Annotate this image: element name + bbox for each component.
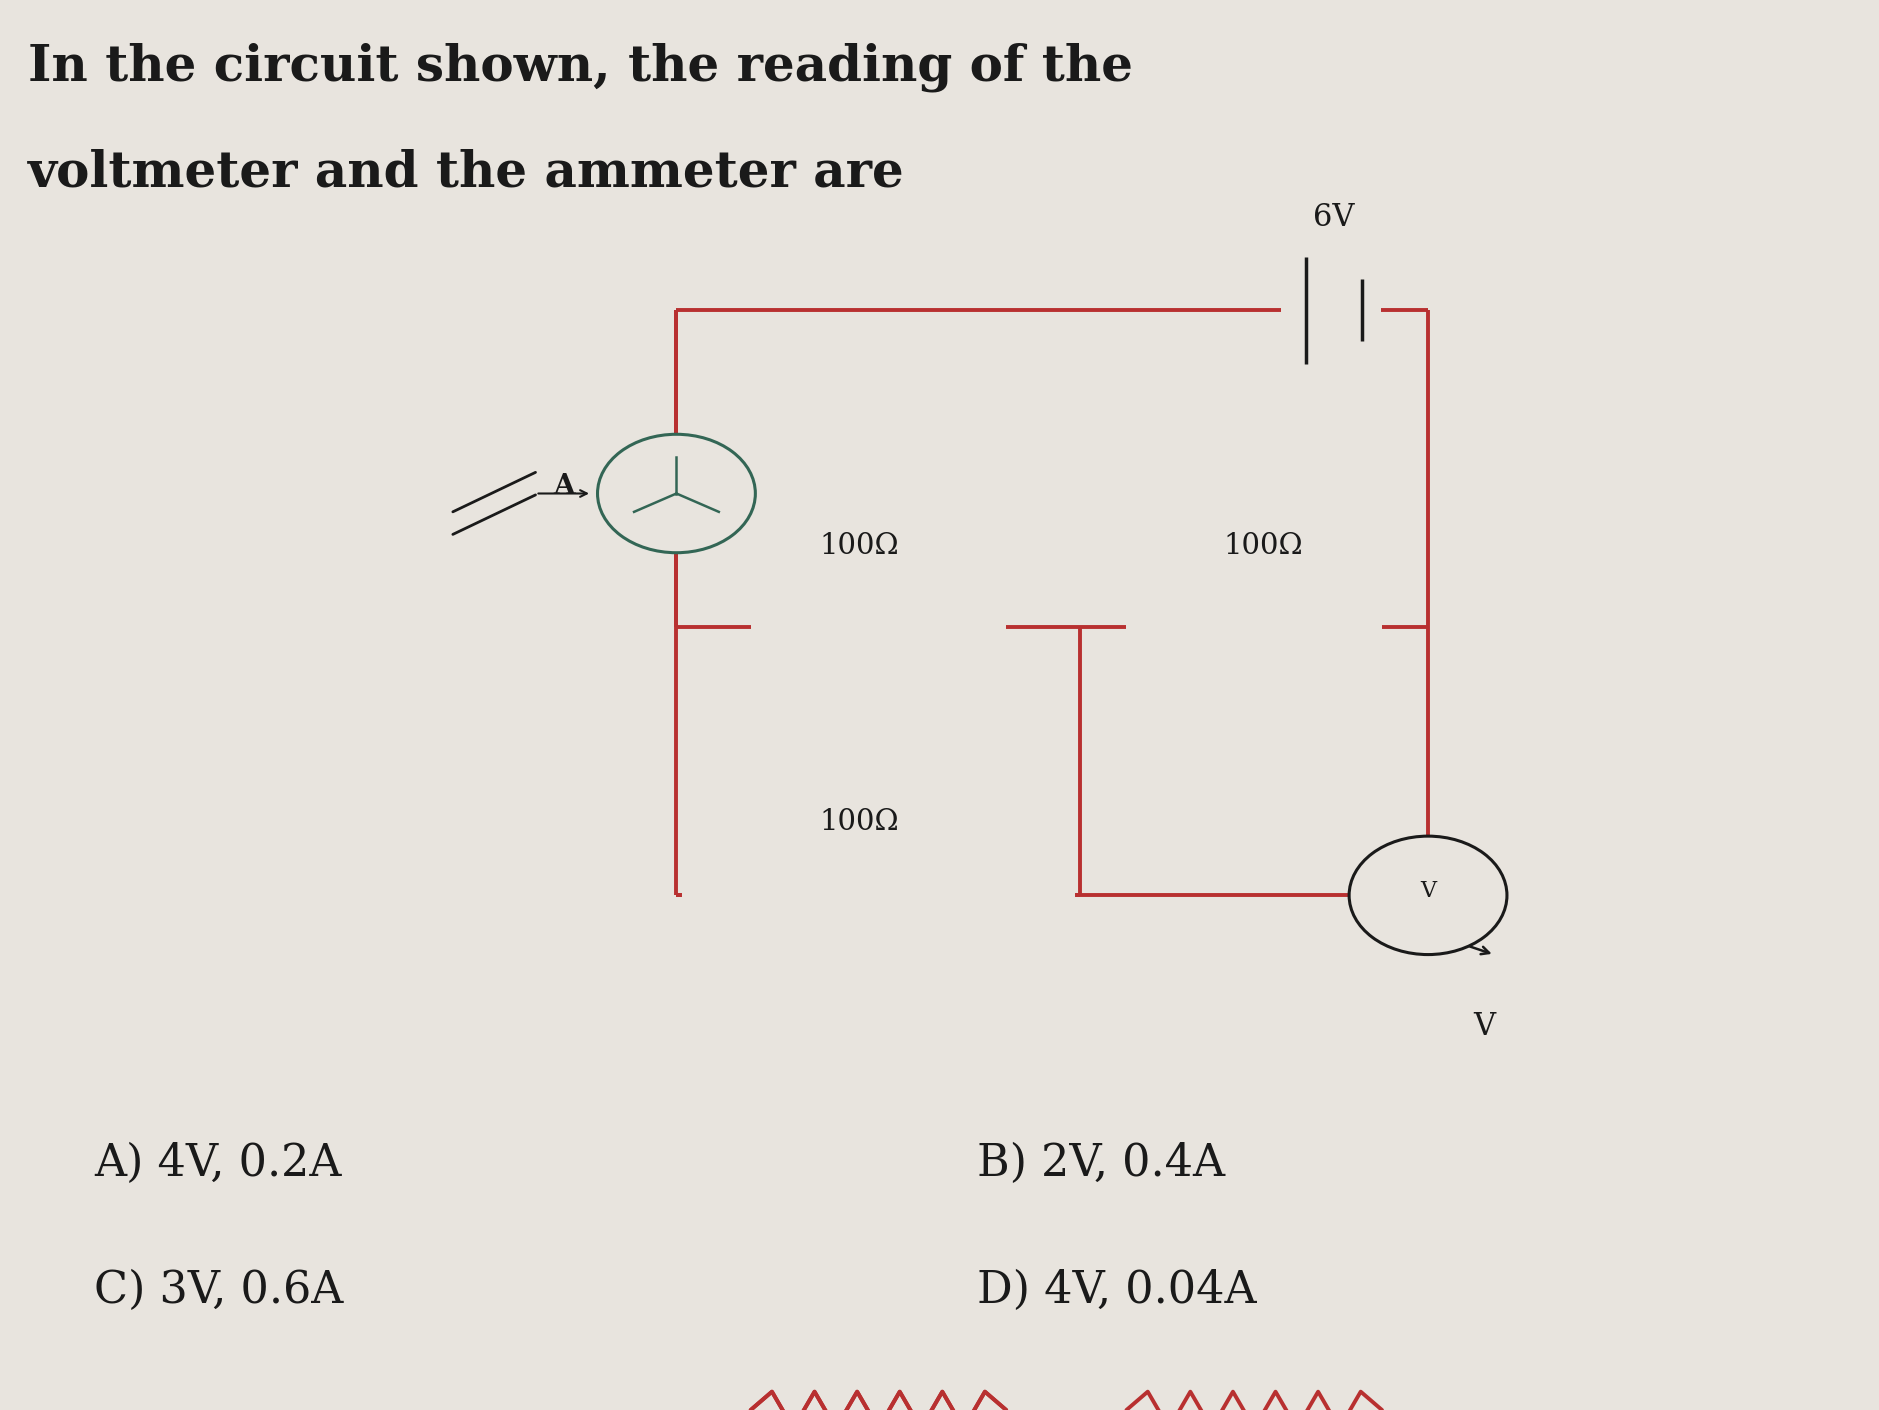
Text: C) 3V, 0.6A: C) 3V, 0.6A: [94, 1269, 344, 1311]
Text: 100Ω: 100Ω: [819, 532, 900, 560]
Text: 100Ω: 100Ω: [819, 808, 900, 836]
Text: 6V: 6V: [1313, 202, 1355, 233]
Text: B) 2V, 0.4A: B) 2V, 0.4A: [977, 1142, 1225, 1184]
Circle shape: [1349, 836, 1507, 955]
Circle shape: [598, 434, 755, 553]
Text: In the circuit shown, the reading of the: In the circuit shown, the reading of the: [28, 42, 1133, 92]
Text: D) 4V, 0.04A: D) 4V, 0.04A: [977, 1269, 1257, 1311]
Text: A) 4V, 0.2A: A) 4V, 0.2A: [94, 1142, 342, 1184]
Text: voltmeter and the ammeter are: voltmeter and the ammeter are: [28, 148, 906, 197]
Text: 100Ω: 100Ω: [1223, 532, 1304, 560]
Text: V: V: [1473, 1011, 1496, 1042]
Text: A: A: [552, 472, 575, 501]
Text: V: V: [1421, 880, 1436, 902]
